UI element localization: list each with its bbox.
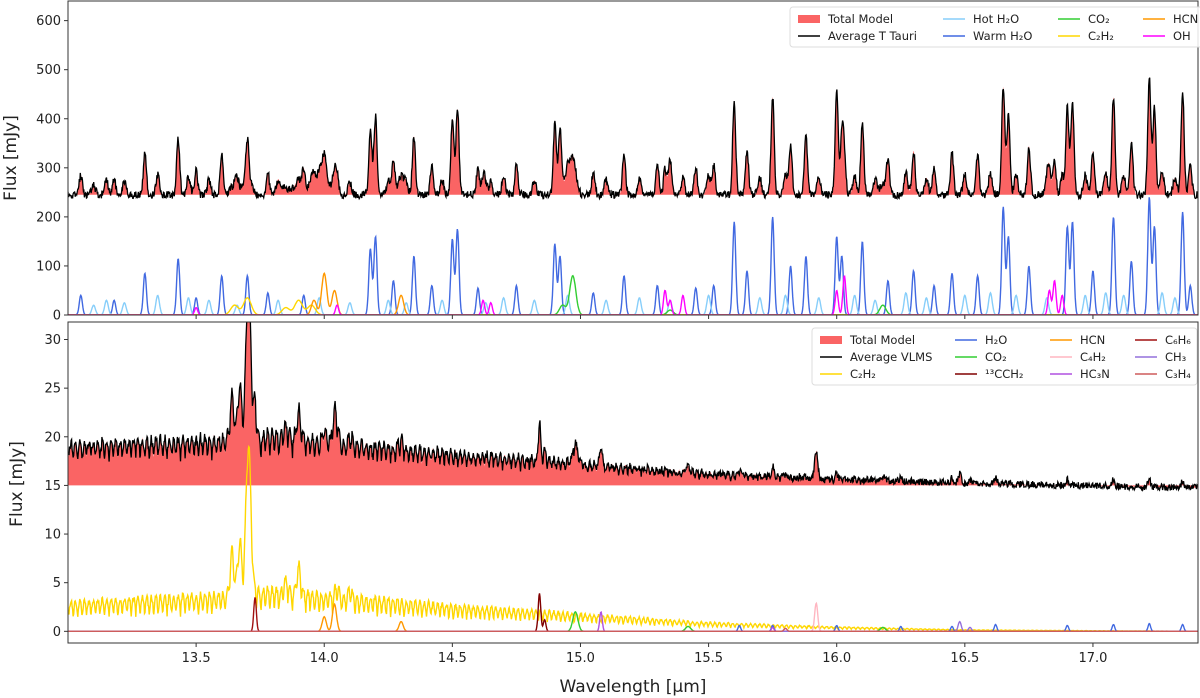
y-tick-label: 20: [44, 430, 61, 445]
legend-label: HCN: [1173, 12, 1198, 26]
legend-label: ¹³CCH₂: [985, 367, 1024, 381]
top-axes-frame: [67, 0, 1199, 316]
top-legend: Total Model Average T Tauri Hot H₂O Warm H₂…: [789, 6, 1200, 48]
y-tick-label: 600: [36, 14, 61, 29]
legend-swatch: [820, 336, 842, 344]
y-tick-label: 400: [36, 112, 61, 127]
series-co-line: [68, 274, 1198, 315]
legend-label: Average VLMS: [850, 350, 932, 364]
bottom-panel: [68, 322, 1198, 632]
series-hotho-line: [68, 291, 1198, 315]
legend-label: C₄H₂: [1080, 350, 1106, 364]
legend-label: HCN: [1080, 333, 1105, 347]
legend-label: C₃H₄: [1165, 367, 1191, 381]
legend-label: Total Model: [827, 12, 893, 26]
series-ch-line: [68, 627, 1198, 632]
x-tick-label: 16.0: [822, 651, 851, 666]
series-cch-line: [68, 593, 1198, 632]
series-ch-line: [68, 297, 1198, 315]
legend-label: CO₂: [985, 350, 1007, 364]
total-model-fill: [68, 322, 1198, 488]
series-hcn-line: [68, 272, 1198, 315]
x-tick-label: 17.0: [1078, 651, 1107, 666]
y-tick-label: 200: [36, 210, 61, 225]
legend-label: C₆H₆: [1165, 333, 1191, 347]
legend-label: C₂H₂: [1088, 29, 1114, 43]
y-tick-label: 5: [53, 576, 61, 591]
x-tick-label: 14.5: [438, 651, 467, 666]
top-y-axis-label: Flux [mJy]: [1, 115, 21, 201]
legend-label: OH: [1173, 29, 1191, 43]
x-tick-label: 16.5: [950, 651, 979, 666]
average-t-tauri-line: [68, 77, 1198, 201]
legend-label: CH₃: [1165, 350, 1187, 364]
legend-label: C₂H₂: [850, 367, 876, 381]
series-ch-line: [68, 597, 1198, 632]
y-tick-label: 10: [44, 528, 61, 543]
bottom-legend: Total Model Average VLMS C₂H₂ H₂O CO₂ ¹³CCH₂ H…: [811, 327, 1198, 386]
x-tick-label: 15.0: [566, 651, 595, 666]
legend-swatch: [798, 15, 820, 23]
legend-label: HC₃N: [1080, 367, 1110, 381]
legend-label: Hot H₂O: [973, 12, 1019, 26]
x-tick-label: 15.5: [694, 651, 723, 666]
y-tick-label: 15: [44, 479, 61, 494]
legend-label: CO₂: [1088, 12, 1110, 26]
x-tick-label: 13.5: [182, 651, 211, 666]
top-panel: [68, 77, 1198, 315]
series-warmho-line: [68, 197, 1198, 315]
total-model-fill: [68, 77, 1198, 195]
series-oh-line: [68, 275, 1198, 315]
legend-label: Total Model: [849, 333, 915, 347]
legend-label: Average T Tauri: [828, 29, 917, 43]
y-tick-label: 0: [53, 625, 61, 640]
y-tick-label: 0: [53, 309, 61, 324]
legend-label: Warm H₂O: [973, 29, 1032, 43]
y-tick-label: 300: [36, 161, 61, 176]
y-tick-label: 500: [36, 63, 61, 78]
x-tick-label: 14.0: [310, 651, 339, 666]
y-tick-label: 30: [44, 333, 61, 348]
y-tick-label: 25: [44, 382, 61, 397]
bottom-y-axis-label: Flux [mJy]: [7, 441, 27, 527]
legend-label: H₂O: [985, 333, 1007, 347]
y-tick-label: 100: [36, 259, 61, 274]
average-vlms-line: [68, 322, 1198, 492]
x-axis-label: Wavelength [μm]: [560, 677, 707, 697]
bottom-axes-frame: [67, 321, 1199, 644]
